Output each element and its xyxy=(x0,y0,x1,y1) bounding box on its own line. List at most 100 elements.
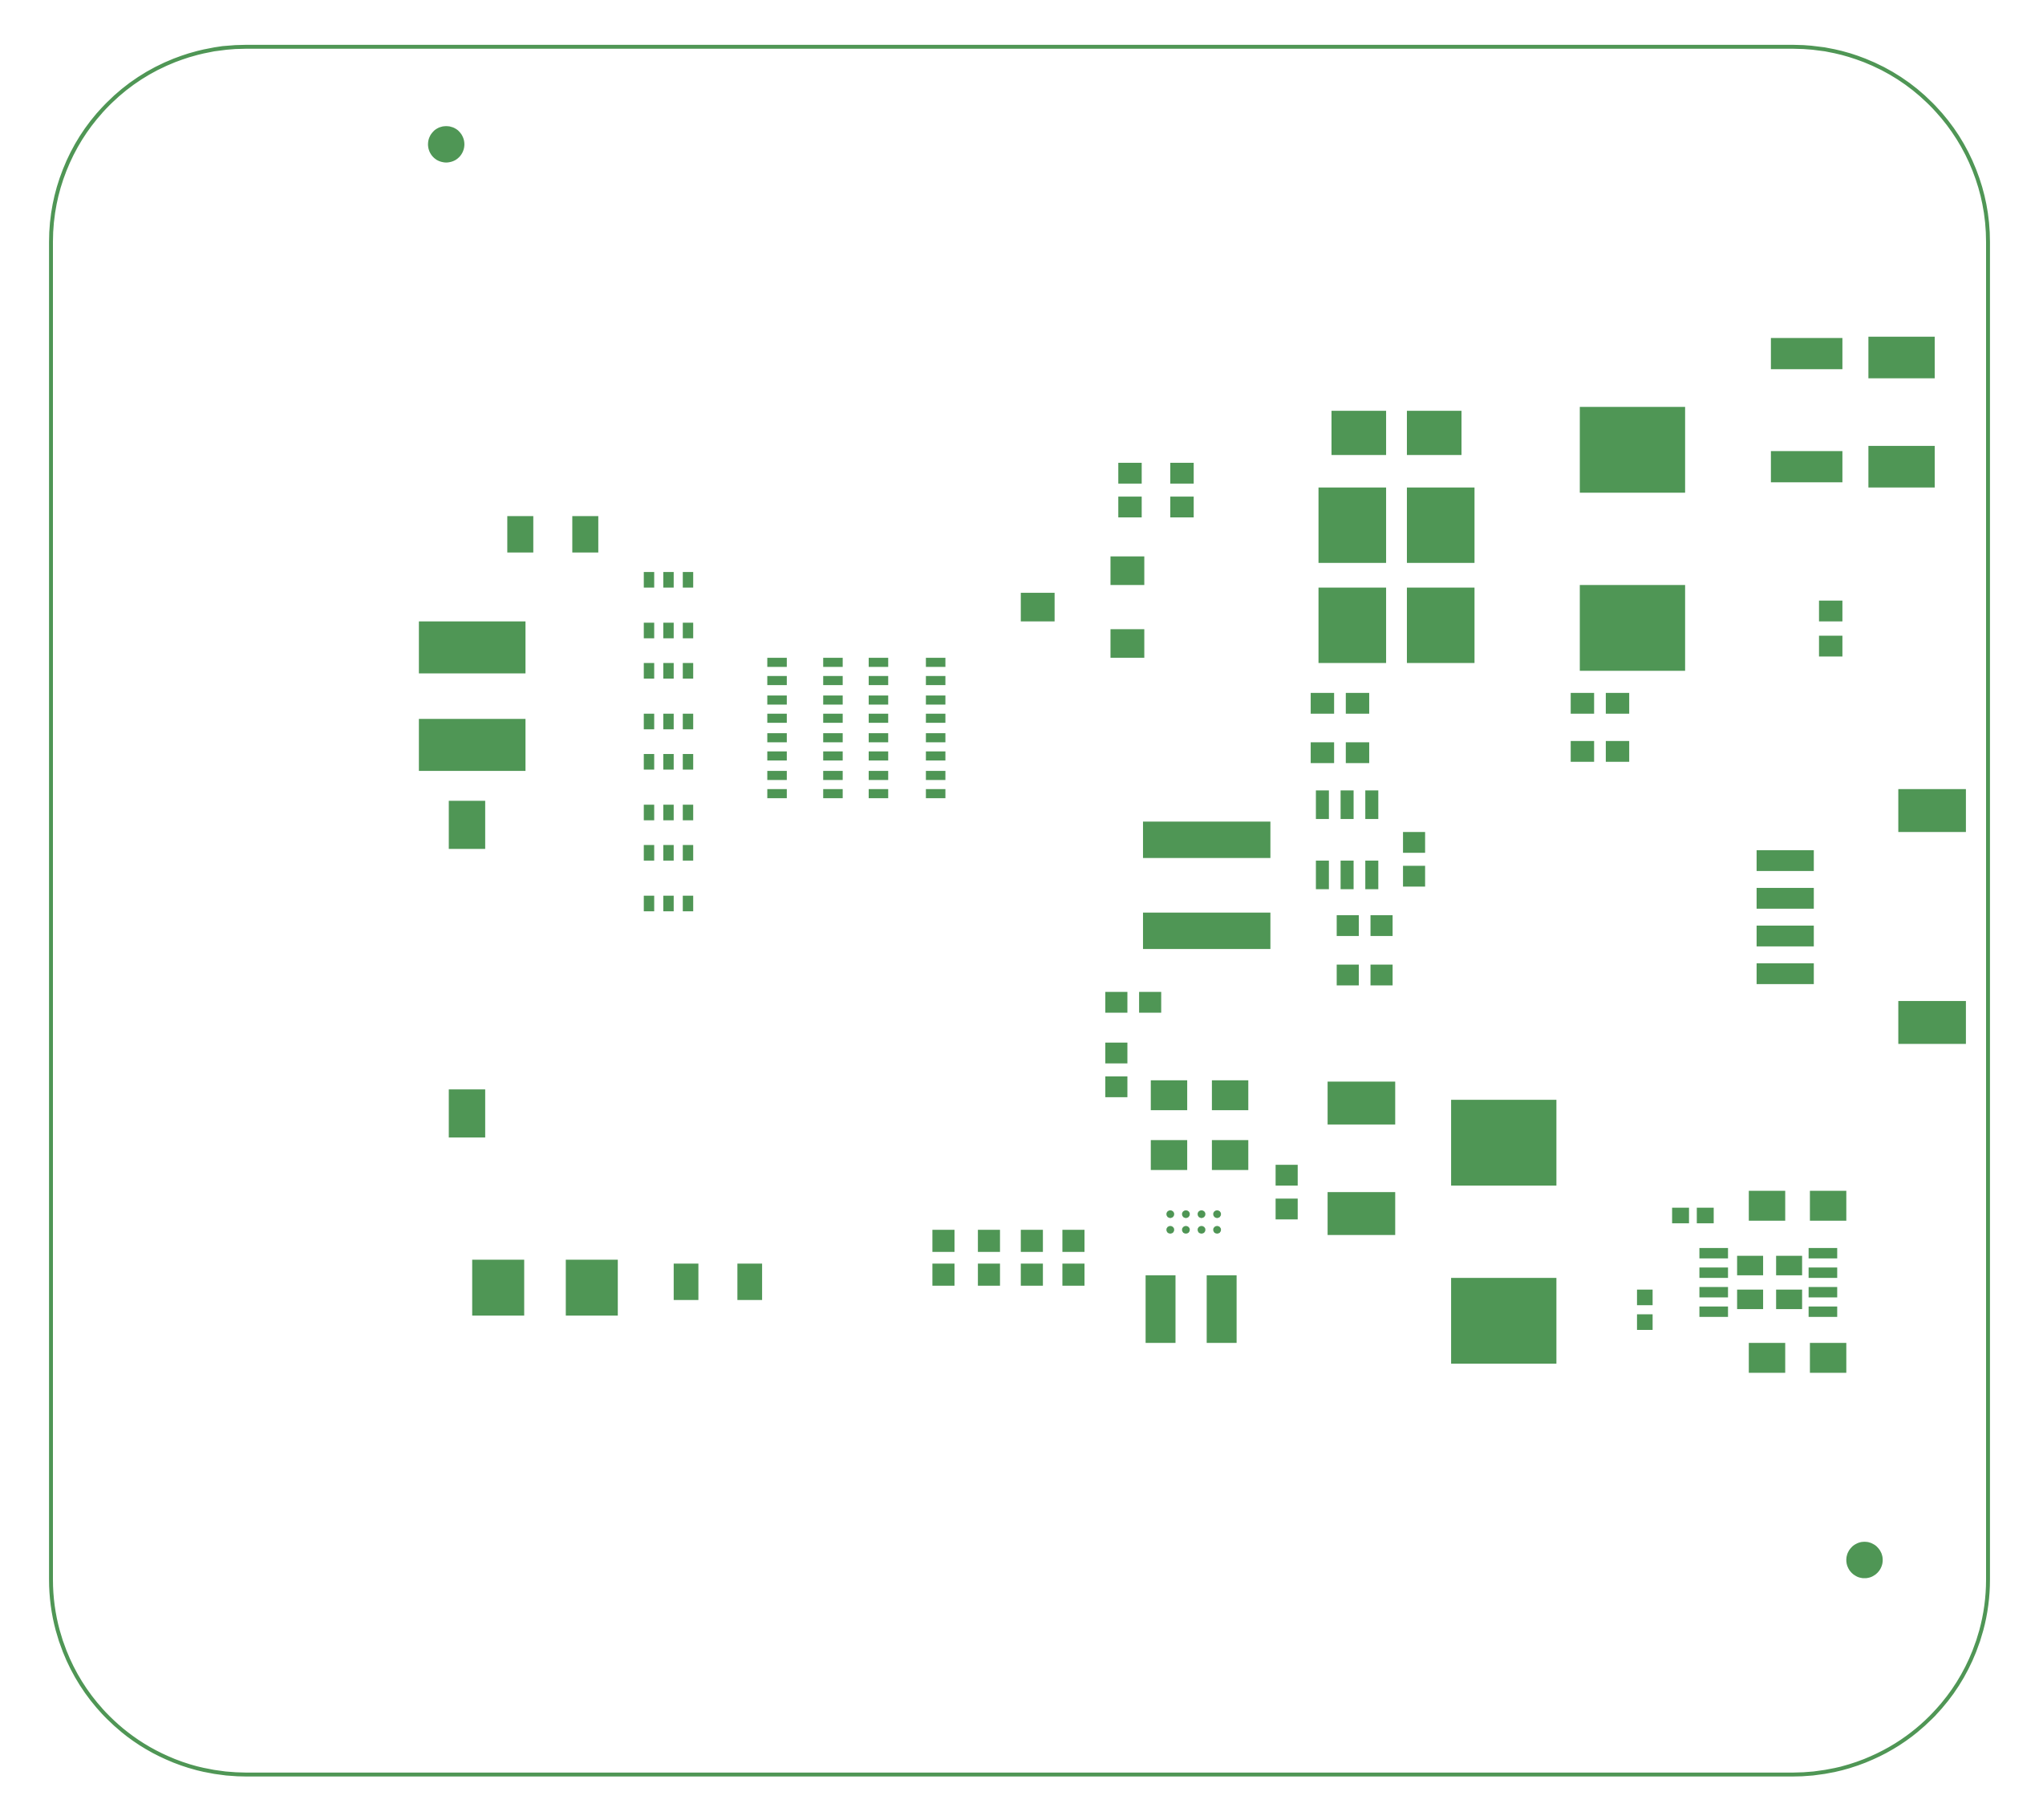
pad xyxy=(978,1263,1000,1286)
bga-pads xyxy=(1166,1210,1222,1234)
pad xyxy=(1182,1226,1190,1234)
pad xyxy=(507,516,533,553)
pad xyxy=(767,788,787,799)
pad xyxy=(1328,1192,1396,1235)
pad xyxy=(1345,692,1369,714)
pad xyxy=(1062,1230,1085,1252)
pad xyxy=(1213,1210,1222,1218)
pad xyxy=(1756,925,1814,946)
pad xyxy=(683,572,694,588)
pad xyxy=(1370,964,1393,986)
pad xyxy=(1770,451,1842,483)
pad xyxy=(1770,338,1842,370)
pad xyxy=(823,751,843,761)
pad xyxy=(868,751,889,761)
pad xyxy=(1170,462,1194,484)
pad xyxy=(1166,1210,1174,1218)
board-outline xyxy=(49,44,1990,1777)
pad xyxy=(643,622,655,638)
pad xyxy=(1808,1287,1838,1298)
pad xyxy=(1579,407,1685,493)
pad xyxy=(472,1259,525,1316)
pad xyxy=(683,845,694,861)
pad xyxy=(1808,1306,1838,1317)
pad xyxy=(868,658,889,667)
fiducial-bottom-right xyxy=(1846,1542,1883,1579)
pad xyxy=(1110,629,1145,659)
pad xyxy=(767,733,787,743)
pad xyxy=(1213,1226,1222,1234)
pad xyxy=(1672,1207,1689,1224)
pad xyxy=(1328,1081,1396,1125)
pad xyxy=(767,771,787,780)
pad xyxy=(663,895,674,912)
pad xyxy=(1898,1000,1966,1044)
pad xyxy=(767,658,787,667)
pad xyxy=(1105,1076,1128,1097)
pad xyxy=(1170,497,1194,518)
pad xyxy=(1636,1289,1653,1306)
pad xyxy=(1020,1263,1044,1286)
pad xyxy=(926,771,946,780)
pad xyxy=(663,754,674,770)
pad xyxy=(1406,587,1475,663)
resistor-array-pads xyxy=(643,572,694,912)
pad xyxy=(868,695,889,705)
pad xyxy=(926,675,946,686)
pad xyxy=(1118,497,1142,518)
pad xyxy=(643,713,655,730)
pad xyxy=(1406,411,1462,456)
pad xyxy=(868,733,889,743)
pad xyxy=(823,788,843,799)
pad xyxy=(683,713,694,730)
pad xyxy=(673,1263,699,1300)
pad xyxy=(1756,887,1814,909)
pad xyxy=(978,1230,1000,1252)
pad xyxy=(1275,1165,1298,1186)
pad xyxy=(1105,991,1128,1013)
pad xyxy=(1571,692,1595,714)
pad xyxy=(767,695,787,705)
pad xyxy=(419,719,526,772)
pad xyxy=(823,695,843,705)
pad xyxy=(926,658,946,667)
pad xyxy=(823,733,843,743)
pad xyxy=(1868,445,1935,488)
pad xyxy=(1105,1042,1128,1064)
pad xyxy=(1365,790,1379,820)
pad xyxy=(1776,1255,1802,1275)
pad xyxy=(1868,336,1935,379)
pad-group xyxy=(419,336,1966,1373)
pad xyxy=(1118,462,1142,484)
pad xyxy=(1336,914,1360,936)
pad xyxy=(1340,790,1354,820)
pad xyxy=(1808,1247,1838,1259)
pad xyxy=(1403,865,1425,887)
pad xyxy=(1142,821,1271,858)
pad xyxy=(1451,1100,1557,1186)
pad xyxy=(823,658,843,667)
pad xyxy=(1345,742,1369,764)
pad xyxy=(1605,692,1630,714)
pad xyxy=(1150,1080,1188,1111)
pad xyxy=(1365,860,1379,890)
pad xyxy=(868,771,889,780)
pad xyxy=(1737,1289,1764,1310)
pad xyxy=(1315,860,1329,890)
pad xyxy=(1020,1230,1044,1252)
pad xyxy=(1451,1278,1557,1364)
pad xyxy=(1699,1287,1729,1298)
pad xyxy=(448,1089,485,1138)
pad xyxy=(1808,1267,1838,1279)
pad xyxy=(926,713,946,724)
pad xyxy=(1182,1210,1190,1218)
pad xyxy=(932,1230,955,1252)
pad xyxy=(1699,1267,1729,1279)
pad xyxy=(1198,1210,1206,1218)
pad xyxy=(868,788,889,799)
pad xyxy=(926,733,946,743)
pad xyxy=(1579,585,1685,671)
pad xyxy=(1315,790,1329,820)
pad xyxy=(572,516,598,553)
pad xyxy=(767,751,787,761)
